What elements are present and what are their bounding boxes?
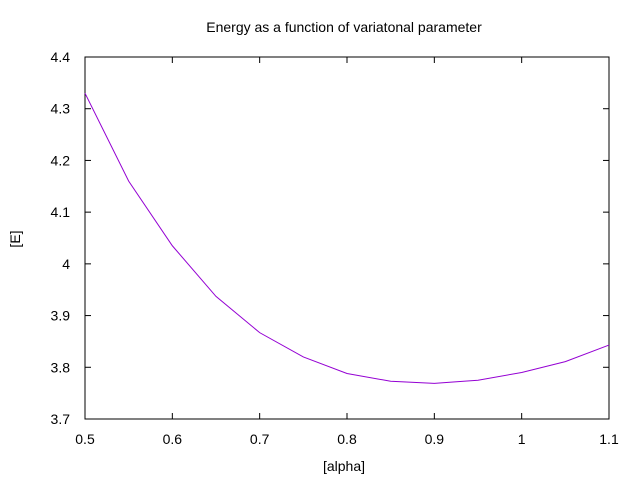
y-axis-ticks: 3.7 3.8 3.9 4 4.1 4.2 4.3 4.4 [51, 49, 609, 427]
x-axis-ticks: 0.5 0.6 0.7 0.8 0.9 1 1.1 [75, 57, 619, 447]
plot-frame [84, 56, 610, 420]
x-tick-label: 0.7 [250, 431, 270, 447]
chart-title: Energy as a function of variatonal param… [206, 19, 482, 35]
y-tick-label: 4.4 [51, 49, 71, 65]
y-tick-label: 4.2 [51, 152, 71, 168]
y-axis-label: [E] [7, 230, 23, 247]
y-tick-label: 3.8 [51, 359, 71, 375]
series-line [84, 92, 610, 384]
y-tick-label: 3.7 [51, 411, 71, 427]
x-axis-label: [alpha] [323, 458, 365, 474]
x-tick-label: 0.6 [163, 431, 183, 447]
y-tick-label: 4.3 [51, 101, 71, 117]
y-tick-label: 3.9 [51, 308, 71, 324]
x-tick-label: 1.1 [599, 431, 619, 447]
series-layer [84, 92, 610, 384]
x-tick-label: 0.8 [337, 431, 357, 447]
x-tick-label: 1 [518, 431, 526, 447]
y-tick-label: 4.1 [51, 204, 71, 220]
y-tick-label: 4 [62, 256, 70, 272]
x-tick-label: 0.9 [425, 431, 445, 447]
x-tick-label: 0.5 [75, 431, 95, 447]
